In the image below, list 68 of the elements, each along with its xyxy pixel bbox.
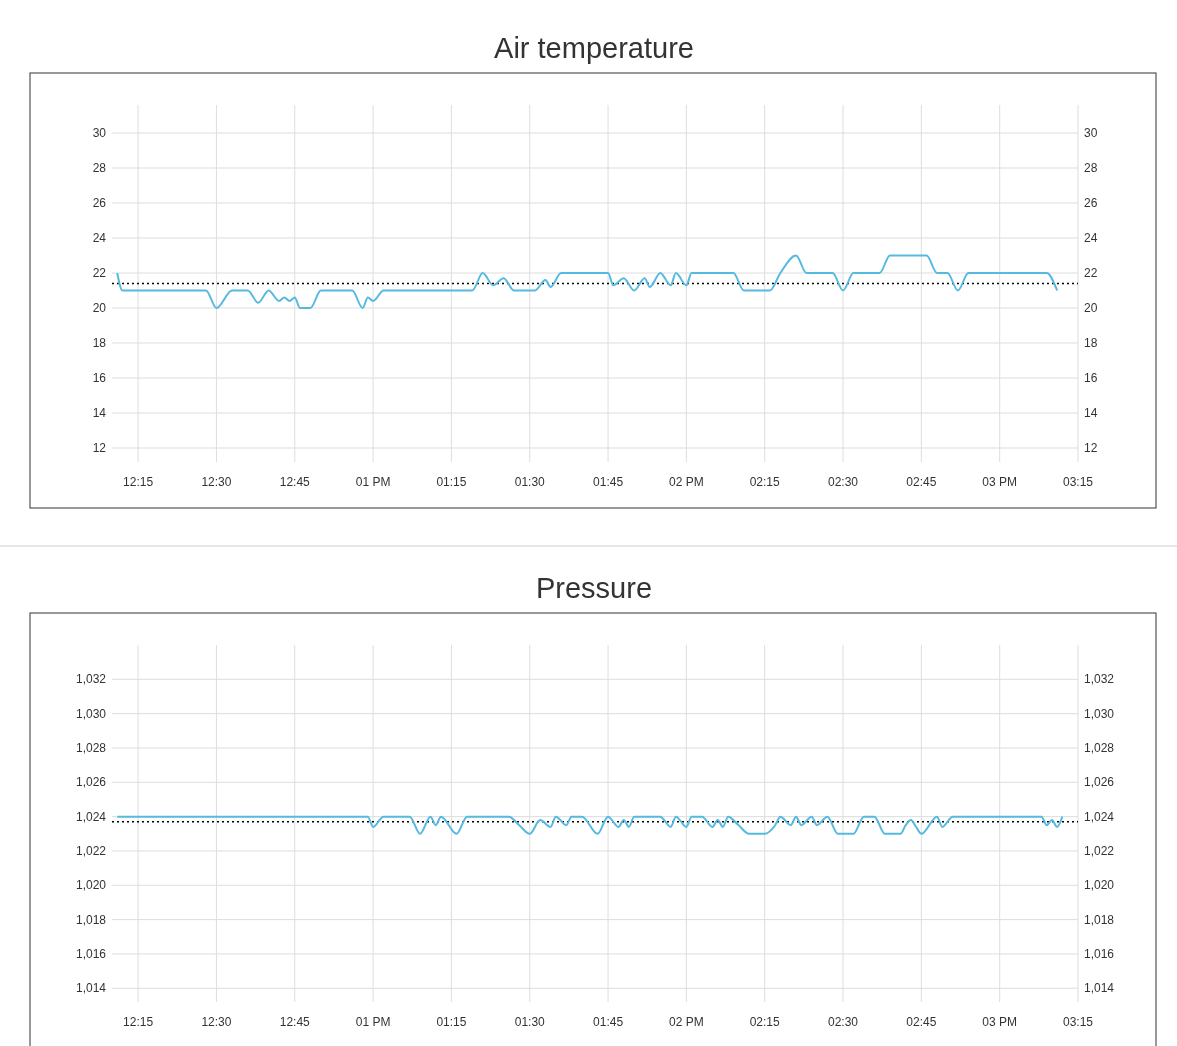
y2-tick-label: 18 [1084, 336, 1098, 350]
y2-tick-label: 1,032 [1084, 672, 1115, 687]
x-tick-label: 03:15 [1062, 475, 1094, 489]
x-tick-label: 12:30 [201, 1015, 232, 1029]
y2-tick-label: 12 [1084, 441, 1098, 455]
y2-tick-label: 28 [1084, 161, 1098, 175]
x-tick-label: 02:30 [828, 475, 859, 489]
y-tick-label: 28 [92, 161, 107, 175]
y-tick-label: 1,032 [75, 672, 107, 687]
y2-tick-label: 16 [1084, 371, 1098, 385]
y2-tick-label: 14 [1084, 406, 1098, 420]
x-tick-label: 12:30 [201, 475, 232, 489]
y2-tick-label: 1,018 [1084, 912, 1115, 927]
y2-tick-label: 20 [1084, 301, 1098, 315]
x-tick-label: 03 PM [982, 1015, 1018, 1029]
y-tick-label: 1,026 [75, 775, 107, 790]
x-tick-label: 02:45 [906, 475, 937, 489]
y-tick-label: 1,018 [75, 912, 107, 927]
y-tick-label: 30 [92, 126, 107, 140]
y2-tick-label: 1,020 [1084, 878, 1115, 893]
x-tick-label: 02 PM [669, 1015, 704, 1029]
y2-tick-label: 1,024 [1084, 809, 1115, 824]
y-tick-label: 1,028 [75, 740, 107, 755]
y2-tick-label: 26 [1084, 196, 1098, 210]
y-tick-label: 1,022 [75, 843, 107, 858]
y-tick-label: 20 [92, 301, 107, 315]
x-tick-label: 01:45 [593, 1015, 624, 1029]
x-tick-label: 01:15 [436, 1015, 467, 1029]
x-tick-label: 12:45 [279, 475, 311, 489]
y2-tick-label: 1,026 [1084, 775, 1115, 790]
chart-title: Pressure [535, 572, 653, 604]
x-tick-label: 12:15 [123, 1015, 154, 1029]
x-tick-label: 03 PM [982, 475, 1018, 489]
y-tick-label: 1,016 [75, 946, 107, 961]
y2-tick-label: 1,016 [1084, 946, 1115, 961]
y2-tick-label: 1,030 [1084, 706, 1115, 721]
x-tick-label: 01 PM [355, 475, 391, 489]
x-tick-label: 02 PM [669, 475, 704, 489]
chart-title: Air temperature [494, 32, 694, 64]
y2-tick-label: 1,014 [1084, 981, 1115, 996]
y-tick-label: 26 [92, 196, 107, 210]
x-tick-label: 01:30 [514, 475, 546, 489]
y2-tick-label: 1,022 [1084, 843, 1115, 858]
y2-tick-label: 24 [1084, 231, 1098, 245]
y-tick-label: 14 [92, 406, 107, 420]
y-tick-label: 1,014 [75, 981, 107, 996]
y-tick-label: 16 [92, 371, 107, 385]
x-tick-label: 03:15 [1062, 1015, 1094, 1029]
y-tick-label: 24 [92, 231, 107, 245]
x-tick-label: 02:15 [749, 475, 781, 489]
y2-tick-label: 30 [1084, 126, 1098, 140]
x-tick-label: 01:15 [436, 475, 467, 489]
y-tick-label: 1,020 [75, 878, 107, 893]
x-tick-label: 12:45 [279, 1015, 311, 1029]
y-tick-label: 18 [92, 336, 107, 350]
x-tick-label: 12:15 [123, 475, 154, 489]
y-tick-label: 22 [92, 266, 107, 280]
y2-tick-label: 22 [1084, 266, 1098, 280]
x-tick-label: 01:30 [514, 1015, 546, 1029]
x-tick-label: 02:30 [828, 1015, 859, 1029]
y-tick-label: 1,030 [75, 706, 107, 721]
x-tick-label: 02:45 [906, 1015, 937, 1029]
x-tick-label: 01 PM [355, 1015, 391, 1029]
y-tick-label: 1,024 [75, 809, 107, 824]
x-tick-label: 02:15 [749, 1015, 781, 1029]
y2-tick-label: 1,028 [1084, 740, 1115, 755]
x-tick-label: 01:45 [593, 475, 624, 489]
y-tick-label: 12 [92, 441, 107, 455]
